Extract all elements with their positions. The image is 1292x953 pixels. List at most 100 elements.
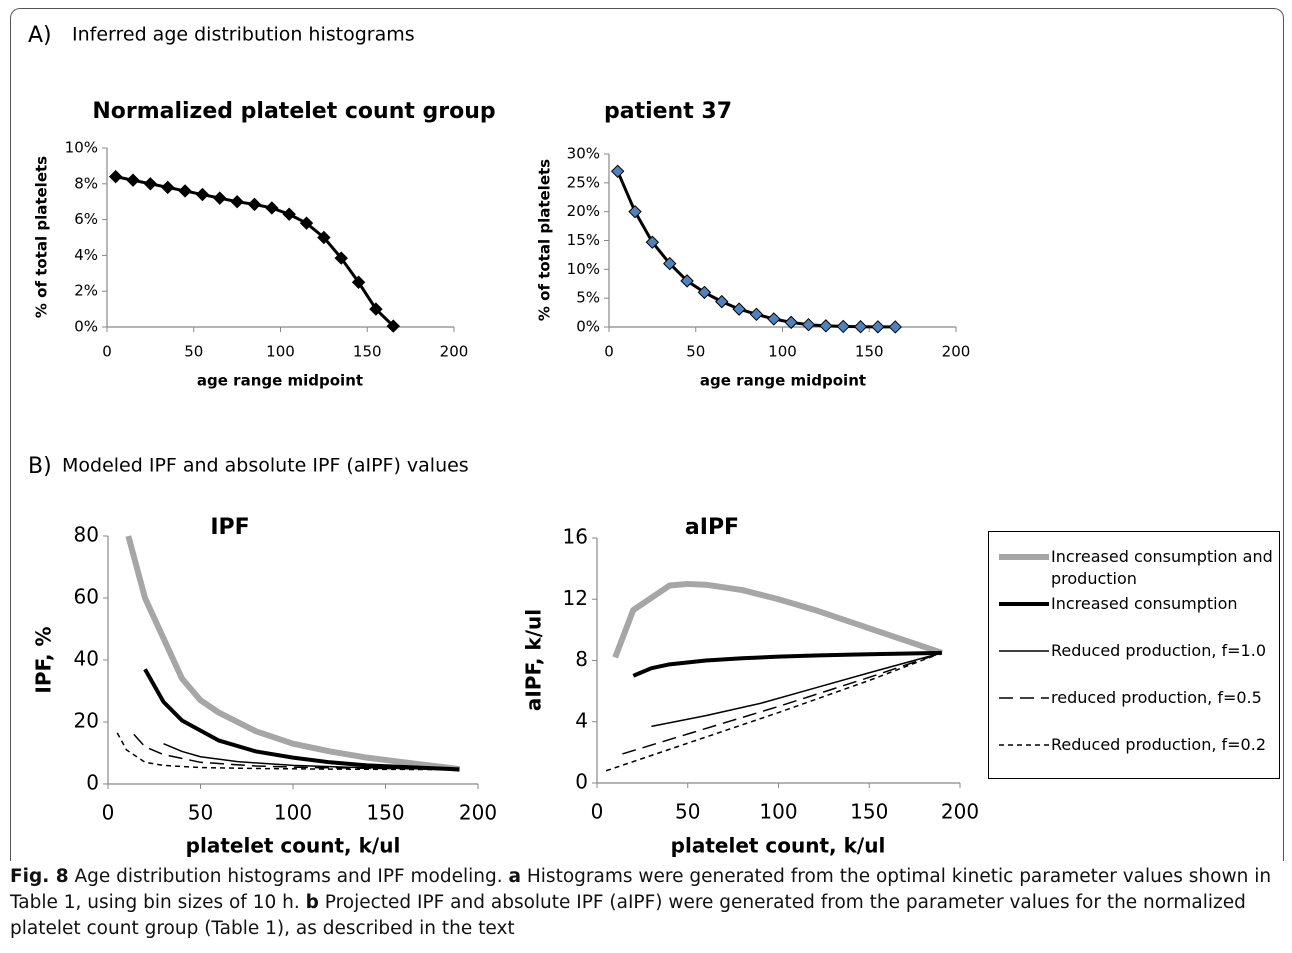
marker [836,319,850,334]
x-axis-label: age range midpoint [197,372,363,390]
marker [715,294,729,309]
marker [610,164,625,179]
y-tick-label: 20 [74,709,99,733]
caption-text: Fig. 8 [10,866,69,887]
y-tick-label: 12 [563,586,588,610]
chart: Normalized platelet count group age range… [33,99,496,390]
marker [108,169,123,184]
y-tick-label: 4 [575,708,588,732]
marker [195,187,210,202]
marker [628,204,642,219]
y-tick-label: 2% [74,282,98,300]
x-tick-label: 50 [184,343,203,361]
marker [351,275,366,289]
chart-title: IPF [210,515,249,540]
marker [334,251,348,265]
caption: Fig. 8 Age distribution histograms and I… [10,864,1280,942]
caption-text: a [508,866,521,887]
y-tick-label: 15% [567,231,600,249]
marker [247,197,262,212]
caption-text: Projected IPF and absolute IPF (aIPF) we… [10,892,1246,939]
chart-title: Normalized platelet count group [92,99,495,124]
x-tick-label: 200 [440,343,469,361]
x-axis-label: age range midpoint [700,372,866,390]
x-axis-label: platelet count, k/ul [186,834,401,858]
line [605,652,943,772]
y-tick-label: 0% [74,318,98,336]
x-tick-label: 50 [686,343,705,361]
x-tick-label: 100 [266,343,295,361]
y-tick-label: 16 [563,525,588,549]
x-tick-label: 150 [353,343,382,361]
x-tick-label: 150 [850,800,888,824]
marker [749,307,764,322]
legend-label: reduced production, f=0.5 [1051,688,1262,707]
x-tick-label: 0 [102,343,112,361]
y-tick-label: 10% [567,260,600,278]
marker [317,230,331,245]
line [143,668,460,772]
y-tick-label: 80 [74,523,99,547]
marker [853,320,868,334]
marker [680,274,694,288]
marker [213,191,227,205]
marker [143,177,158,191]
caption-text: Age distribution histograms and IPF mode… [68,866,509,887]
legend: Increased consumption and production Incr… [988,531,1280,779]
y-tick-label: 20% [567,202,600,220]
marker [801,317,816,332]
legend-swatch [999,697,1049,699]
x-tick-label: 50 [675,800,700,824]
line [651,652,943,728]
legend-swatch [999,744,1049,746]
marker [126,173,140,187]
legend-label: Increased consumption and production [1051,547,1273,588]
y-tick-label: 60 [74,585,99,609]
section-label: A) [28,23,52,48]
marker [663,256,677,271]
legend-swatch [999,554,1049,560]
marker [819,319,833,333]
line [622,652,943,755]
x-tick-label: 100 [759,800,797,824]
line [612,580,943,659]
legend-label: Reduced production, f=1.0 [1051,641,1266,660]
chart: IPF platelet count, k/ul IPF, % 0 20 40 60 80 0 5… [32,515,498,858]
y-axis-label: % of total platelets [33,156,51,318]
marker [871,320,885,334]
x-tick-label: 150 [855,343,884,361]
x-tick-label: 0 [604,343,614,361]
marker [178,184,192,198]
line [163,743,460,771]
x-tick-label: 50 [188,801,213,825]
chart-title: patient 37 [604,99,732,124]
marker [888,320,902,334]
x-axis-label: platelet count, k/ul [671,834,886,858]
y-tick-label: 0% [576,318,600,336]
x-tick-label: 200 [941,800,979,824]
panel-frame [10,8,1284,861]
section-label: B) [28,454,52,479]
y-tick-label: 8 [575,647,588,671]
chart: patient 37 age range midpoint % of total p… [536,99,971,390]
legend-label: Increased consumption [1051,594,1238,613]
y-axis-label: % of total platelets [536,159,554,321]
line [616,170,896,329]
marker [767,312,781,326]
marker [697,285,712,300]
chart-title: aIPF [685,515,739,540]
y-tick-label: 5% [576,289,600,307]
marker [369,302,383,316]
line [125,535,460,773]
y-tick-label: 10% [65,139,98,157]
y-tick-label: 25% [567,173,600,191]
figure: A) Inferred age distribution histograms … [28,23,980,858]
marker [732,302,746,316]
y-tick-label: 0 [86,771,99,795]
chart: aIPF platelet count, k/ul aIPF, k/ul 0 4 8 12 1… [522,515,980,858]
legend-label: Reduced production, f=0.2 [1051,735,1266,754]
y-axis-label: IPF, % [32,626,56,693]
caption-text: Histograms were generated from the optim… [10,866,1272,913]
caption-text: b [305,892,319,913]
